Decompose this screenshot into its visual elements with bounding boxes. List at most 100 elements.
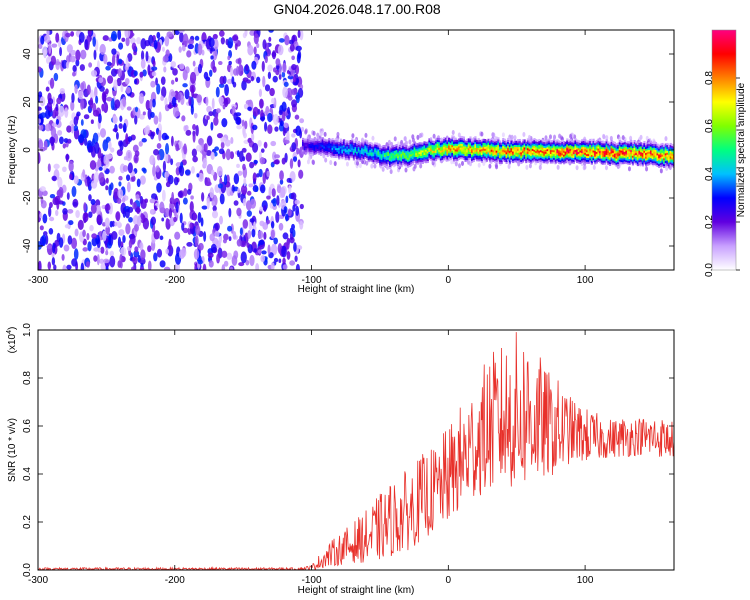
spectrogram-cell — [308, 149, 311, 152]
spectrogram-cell — [158, 129, 162, 142]
spectrogram-cell — [352, 152, 356, 155]
spectrogram-cell — [205, 96, 209, 107]
spectrogram-cell — [385, 146, 388, 149]
spectrogram-cell — [507, 157, 510, 160]
spectrogram-cell — [364, 141, 367, 144]
spectrogram-cell — [451, 148, 454, 151]
spectrogram-cell — [237, 187, 241, 194]
spectrogram-cell — [638, 160, 641, 163]
spectrogram-cell — [597, 155, 600, 159]
spectrogram-cell — [281, 157, 286, 165]
spectrogram-cell — [135, 194, 140, 201]
spectrogram-cell — [531, 144, 534, 148]
spectrogram-cell — [508, 144, 511, 148]
spectrogram-cell — [133, 70, 138, 77]
spectrogram-cell — [625, 156, 628, 159]
spectrogram-cell — [212, 66, 217, 73]
spectrogram-cell — [415, 152, 418, 156]
spectrogram-cell — [77, 90, 84, 100]
spectrogram-cell — [648, 153, 651, 156]
spectrogram-cell — [89, 97, 94, 109]
spectrogram-cell — [638, 146, 641, 149]
spectrogram-cell — [515, 150, 518, 153]
spectrogram-cell — [198, 242, 204, 251]
spectrogram-cell — [461, 145, 464, 148]
spectrogram-cell — [438, 149, 441, 152]
spectrogram-cell — [99, 258, 105, 264]
spectrogram-cell — [582, 156, 585, 159]
spectrogram-cell — [303, 146, 306, 149]
spectrogram-cell — [567, 139, 571, 142]
spectrogram-cell — [564, 155, 567, 158]
spectrogram-cell — [551, 151, 554, 154]
spectrogram-cell — [44, 123, 52, 132]
spectrogram-cell — [367, 154, 370, 157]
spectrogram-cell — [535, 143, 538, 146]
spectrogram-cell — [654, 153, 658, 156]
spectrogram-cell — [356, 159, 359, 162]
spectrogram-cell — [620, 146, 623, 149]
spectrogram-cell — [139, 175, 146, 185]
spectrogram-cell — [620, 142, 623, 145]
spectrogram-cell — [533, 145, 536, 148]
spectrogram-cell — [495, 154, 498, 157]
spectrogram-cell — [526, 144, 530, 147]
spectrogram-cell — [641, 145, 644, 148]
spectrogram-cell — [208, 260, 214, 268]
spectrogram-cell — [510, 146, 513, 149]
spectrogram-cell — [594, 162, 597, 165]
spectrogram-x-axis-label: Height of straight line (km) — [298, 284, 415, 295]
spectrogram-cell — [466, 154, 469, 157]
spectrogram-cell — [464, 148, 467, 151]
spectrogram-cell — [230, 223, 234, 234]
spectrogram-cell — [477, 140, 480, 143]
spectrogram-cell — [164, 135, 170, 140]
spectrogram-cell — [521, 160, 525, 163]
spectrogram-cell — [407, 165, 410, 168]
spectrogram-cell — [106, 96, 113, 102]
spectrogram-cell — [421, 155, 424, 159]
spectrogram-cell — [425, 147, 428, 150]
spectrogram-cell — [556, 141, 559, 144]
spectrogram-cell — [286, 177, 292, 183]
snr-line — [38, 332, 674, 570]
spectrogram-cell — [260, 148, 265, 153]
spectrogram-cell — [658, 163, 661, 166]
spectrogram-cell — [321, 139, 324, 142]
spectrogram-cell — [638, 142, 641, 145]
spectrogram-cell — [484, 148, 487, 151]
spectrogram-cell — [208, 111, 214, 117]
spectrogram-cell — [554, 140, 557, 143]
spectrogram-cell — [434, 145, 438, 148]
spectrogram-cell — [170, 79, 175, 85]
spectrogram-cell — [590, 141, 594, 144]
spectrogram-cell — [641, 164, 644, 167]
spectrogram-cell — [512, 155, 515, 158]
spectrogram-cell — [341, 151, 344, 154]
spectrogram-cell — [546, 148, 549, 152]
spectrogram-cell — [431, 148, 434, 151]
spectrogram-cell — [149, 155, 156, 166]
spectrogram-cell — [625, 158, 628, 161]
spectrogram-cell — [425, 153, 428, 156]
spectrogram-cell — [638, 161, 641, 165]
spectrogram-cell — [487, 148, 490, 151]
spectrogram-cell — [584, 148, 587, 152]
spectrogram-cell — [388, 149, 392, 152]
spectrogram-cell — [646, 159, 649, 162]
spectrogram-cell — [278, 258, 282, 264]
spectrogram-cell — [528, 141, 531, 144]
spectrogram-cell — [485, 142, 488, 145]
spectrogram-cell — [321, 143, 324, 146]
spectrogram-cell — [489, 142, 492, 146]
spectrogram-cell — [177, 93, 181, 103]
spectrogram-cell — [497, 146, 500, 150]
spectrogram-cell — [425, 157, 428, 160]
spectrogram-cell — [518, 158, 521, 161]
spectrogram-cell — [339, 153, 342, 157]
spectrogram-cell — [38, 260, 42, 270]
spectrogram-cell — [413, 145, 416, 148]
spectrogram-cell — [541, 156, 544, 159]
spectrogram-cell — [400, 147, 403, 150]
spectrogram-cell — [263, 205, 267, 212]
